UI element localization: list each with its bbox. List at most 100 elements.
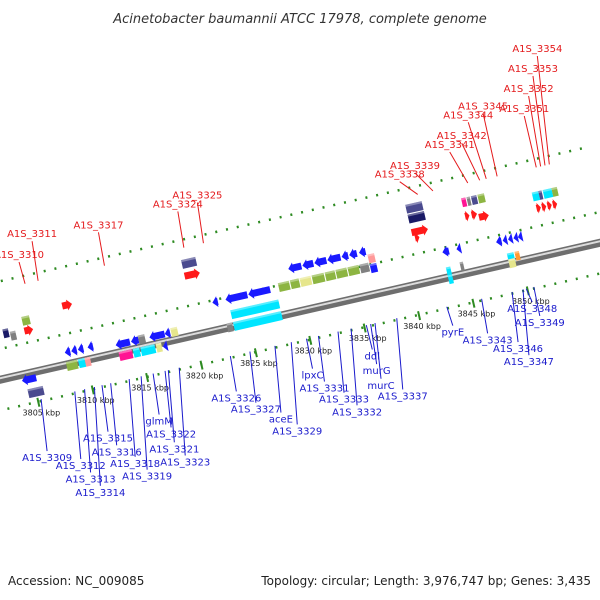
gene-feature <box>27 385 45 399</box>
gene-block-shine <box>230 299 279 313</box>
genome-title: Acinetobacter baumannii ATCC 17978, comp… <box>112 12 487 27</box>
gene-block-shine <box>324 270 335 275</box>
gene-arrow-reverse <box>225 291 249 304</box>
gene-feature <box>442 245 450 257</box>
gene-block-shine <box>531 191 539 195</box>
lower-gene-leader <box>525 288 533 303</box>
gene-block <box>407 210 426 224</box>
gene-feature <box>460 197 468 208</box>
lower-gene-label: A1S_3313 <box>66 474 116 485</box>
gene-feature <box>456 242 463 254</box>
upper-gene-leader <box>467 122 487 179</box>
gene-feature <box>230 299 281 320</box>
gene-feature <box>349 248 358 260</box>
scale-tick <box>417 311 422 321</box>
gene-feature <box>478 210 489 222</box>
lower-gene-leader <box>365 324 373 350</box>
gene-feature <box>513 231 520 243</box>
gene-feature <box>314 256 328 268</box>
backbone-group <box>0 238 600 384</box>
lower-gene-leader <box>337 331 345 393</box>
gene-arrow-reverse <box>341 250 349 262</box>
gene-label-group: A1S_3310 A1S_3311 A1S_3317 A1S_3324A1S_3325… <box>0 44 565 499</box>
gene-arrow-forward <box>23 324 34 336</box>
gene-feature <box>131 335 140 346</box>
upper-gene-leader <box>196 202 204 244</box>
gene-block-shine <box>232 311 282 325</box>
gene-block <box>230 299 281 320</box>
gene-block <box>477 193 486 204</box>
gene-block-shine <box>466 196 471 200</box>
gene-block <box>277 280 291 292</box>
gene-feature <box>170 326 179 337</box>
gene-arrow-reverse <box>302 259 315 271</box>
scale-rail-0 <box>0 145 591 283</box>
gene-block <box>155 342 163 353</box>
scale-tick <box>471 298 476 308</box>
gene-feature <box>87 341 94 352</box>
gene-block <box>445 266 453 277</box>
gene-feature <box>288 262 303 274</box>
gene-block-shine <box>137 334 145 338</box>
gene-block <box>21 315 31 326</box>
tick-group: 3805 kbp 3810 kbp 3815 kbp 3820 kbp 3825 kbp… <box>0 145 600 417</box>
gene-arrow-reverse <box>115 338 131 350</box>
gene-arrow-reverse <box>288 262 303 274</box>
gene-block-shine <box>477 193 485 197</box>
lower-gene-label: A1S_3331 <box>299 384 349 395</box>
lower-gene-label: murC <box>367 381 394 392</box>
gene-arrow-forward <box>410 224 428 237</box>
upper-gene-label: A1S_3341 <box>425 140 475 151</box>
gene-block <box>118 349 134 361</box>
lower-gene-label: A1S_3349 <box>515 318 565 329</box>
lower-gene-label: A1S_3327 <box>231 405 281 416</box>
lower-gene-label: A1S_3346 <box>493 344 543 355</box>
gene-block <box>531 191 541 202</box>
lower-gene-label: A1S_3326 <box>211 393 261 404</box>
gene-arrow-reverse <box>22 374 37 386</box>
upper-gene-leader <box>536 55 550 165</box>
gene-feature <box>335 267 349 279</box>
gene-feature <box>347 264 361 277</box>
gene-feature <box>414 232 420 244</box>
gene-feature <box>64 346 72 357</box>
upper-gene-label: A1S_3338 <box>375 170 425 181</box>
lower-gene-leader <box>481 298 489 334</box>
gene-block-shine <box>405 201 423 207</box>
gene-arrow-reverse <box>496 235 503 247</box>
lower-gene-leader <box>84 389 92 473</box>
upper-gene-label: A1S_3344 <box>443 110 493 121</box>
gene-feature <box>155 342 163 353</box>
scale-tick <box>308 335 313 345</box>
gene-block <box>77 357 87 369</box>
lower-gene-leader <box>140 376 148 470</box>
gene-arrow-reverse <box>77 343 85 354</box>
gene-feature <box>289 278 301 290</box>
lower-gene-leader <box>511 291 519 343</box>
gene-feature <box>541 201 547 213</box>
gene-block-shine <box>542 188 552 193</box>
gene-block <box>514 250 521 261</box>
gene-feature <box>552 199 558 210</box>
gene-block-shine <box>299 275 311 281</box>
gene-arrow-forward <box>470 209 478 221</box>
gene-block <box>367 253 376 264</box>
lower-gene-leader <box>110 383 118 446</box>
gene-feature <box>514 250 521 261</box>
upper-gene-label: A1S_3353 <box>508 64 558 75</box>
gene-block-shine <box>289 278 299 283</box>
upper-gene-label: A1S_3339 <box>390 161 440 172</box>
upper-gene-leader <box>461 142 481 181</box>
upper-gene-label: A1S_3324 <box>153 199 203 210</box>
gene-arrow-forward <box>478 210 489 222</box>
gene-block-shine <box>2 328 9 332</box>
gene-block <box>9 330 18 341</box>
backbone-line <box>0 238 600 384</box>
gene-feature <box>341 250 349 262</box>
gene-arrow-reverse <box>212 296 219 307</box>
gene-block <box>369 262 379 274</box>
lower-gene-label: A1S_3343 <box>463 335 513 346</box>
gene-feature-group <box>2 186 559 399</box>
lower-gene-leader <box>396 318 404 390</box>
gene-block-shine <box>155 342 162 346</box>
